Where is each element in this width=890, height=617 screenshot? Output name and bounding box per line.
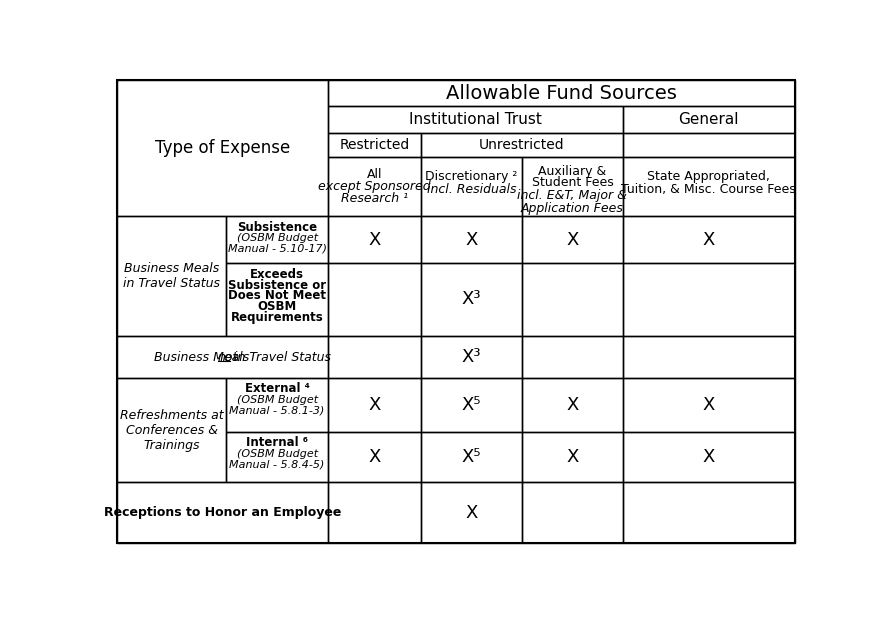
Text: incl. Residuals: incl. Residuals [427,183,516,196]
Bar [522,432,623,482]
Bar [421,482,522,543]
Text: Student Fees: Student Fees [531,176,613,189]
Bar [522,217,623,263]
Text: Receptions to Honor an Employee: Receptions to Honor an Employee [104,506,342,519]
Text: Research ¹: Research ¹ [341,193,409,205]
Bar [421,432,522,482]
Text: X: X [702,448,715,466]
Text: Internal ⁶: Internal ⁶ [247,436,308,449]
Text: Discretionary ²: Discretionary ² [425,170,518,183]
Bar [226,432,328,482]
Bar [117,80,328,217]
Bar [623,378,795,432]
Text: Unrestricted: Unrestricted [479,138,565,152]
Text: X: X [702,396,715,414]
Bar [328,80,795,106]
Text: Auxiliary &: Auxiliary & [538,165,606,178]
Bar [226,263,328,336]
Bar [328,482,421,543]
Bar [623,482,795,543]
Text: Requirements: Requirements [231,311,323,324]
Text: Exceeds: Exceeds [250,268,304,281]
Text: Does Not Meet: Does Not Meet [228,289,326,302]
Bar [117,217,226,336]
Bar [522,482,623,543]
Text: Manual - 5.8.4-5): Manual - 5.8.4-5) [230,460,325,470]
Text: X⁵: X⁵ [462,396,481,414]
Bar [623,336,795,378]
Text: Institutional Trust: Institutional Trust [409,112,542,127]
Bar [226,217,328,263]
Bar [522,263,623,336]
Bar [328,217,421,263]
Text: (OSBM Budget: (OSBM Budget [237,449,318,458]
Bar [522,157,623,217]
Text: in Travel Status: in Travel Status [231,350,331,363]
Bar [421,217,522,263]
Text: X: X [465,503,478,521]
Text: X: X [465,231,478,249]
Text: State Appropriated,: State Appropriated, [647,170,770,183]
Text: OSBM: OSBM [257,300,296,313]
Text: General: General [678,112,739,127]
Bar [328,263,421,336]
Text: X³: X³ [462,348,481,366]
Text: X: X [566,231,578,249]
Text: X³: X³ [462,290,481,308]
Bar [328,157,421,217]
Bar [421,133,623,157]
Text: incl. E&T, Major &: incl. E&T, Major & [517,189,627,202]
Text: Type of Expense: Type of Expense [155,139,290,157]
Text: Business Meals
in Travel Status: Business Meals in Travel Status [123,262,220,290]
Text: Application Fees: Application Fees [521,202,624,215]
Text: Subsistence: Subsistence [237,221,317,234]
Text: Restricted: Restricted [340,138,410,152]
Text: (OSBM Budget: (OSBM Budget [237,233,318,243]
Bar [623,217,795,263]
Text: Business Meals: Business Meals [155,350,254,363]
Bar [623,263,795,336]
Text: Subsistence or: Subsistence or [228,278,326,291]
Bar [328,106,623,133]
Bar [421,263,522,336]
Text: Manual - 5.8.1-3): Manual - 5.8.1-3) [230,405,325,415]
Text: X: X [368,231,381,249]
Bar [522,336,623,378]
Bar [328,133,421,157]
Bar [328,432,421,482]
Bar [328,378,421,432]
Bar [623,157,795,217]
Bar [117,378,226,482]
Text: (OSBM Budget: (OSBM Budget [237,395,318,405]
Bar [623,432,795,482]
Text: except Sponsored: except Sponsored [319,180,431,193]
Text: Tuition, & Misc. Course Fees: Tuition, & Misc. Course Fees [621,183,797,196]
Bar [117,482,328,543]
Bar [623,106,795,133]
Bar [623,133,795,157]
Text: Allowable Fund Sources: Allowable Fund Sources [446,84,677,103]
Text: X⁵: X⁵ [462,448,481,466]
Text: Refreshments at
Conferences &
Trainings: Refreshments at Conferences & Trainings [120,408,223,452]
Bar [522,378,623,432]
Text: External ⁴: External ⁴ [245,383,310,395]
Bar [328,336,421,378]
Bar [226,378,328,432]
Bar [421,378,522,432]
Text: Manual - 5.10-17): Manual - 5.10-17) [228,244,327,254]
Text: All: All [367,168,383,181]
Text: X: X [566,448,578,466]
Bar [421,157,522,217]
Text: X: X [368,448,381,466]
Text: not: not [218,350,239,363]
Bar [421,336,522,378]
Bar [117,336,328,378]
Text: X: X [368,396,381,414]
Text: X: X [702,231,715,249]
Text: X: X [566,396,578,414]
